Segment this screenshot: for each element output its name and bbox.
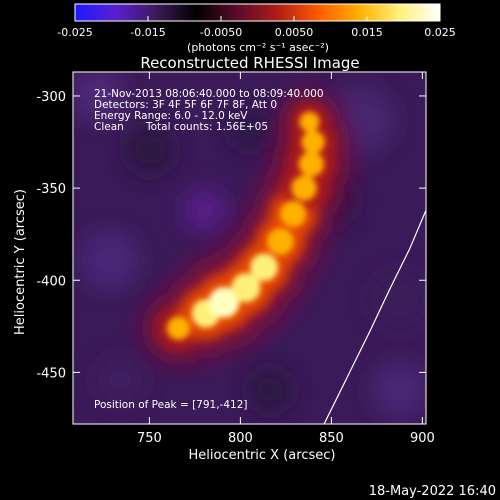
x-axis-ticks: 750 800 850 900 (137, 72, 435, 446)
colorbar-tick-label: 0.025 (424, 26, 456, 39)
peak-position-label: Position of Peak = [791,-412] (94, 399, 248, 411)
emission-core (166, 111, 325, 340)
y-axis-label: Heliocentric Y (arcsec) (13, 189, 28, 335)
background-blob (73, 72, 124, 121)
background-blob (370, 270, 426, 330)
colorbar-tick-marks (74, 16, 441, 21)
x-tick-label: 750 (137, 431, 162, 446)
background-blob (183, 188, 227, 232)
annotation-energy-range: Energy Range: 6.0 - 12.0 keV (94, 110, 248, 122)
solar-limb-line (323, 209, 426, 424)
background-blob (248, 368, 292, 412)
colorbar-unit-label: (photons cm⁻² s⁻¹ asec⁻²) (187, 41, 329, 54)
colorbar-tick-label: 0.0050 (275, 26, 314, 39)
footer-timestamp: 18-May-2022 16:40 (369, 484, 496, 499)
emission-blob (267, 228, 294, 255)
background-blob (126, 126, 174, 174)
annotation-detectors: Detectors: 3F 4F 5F 6F 7F 8F, Att 0 (94, 99, 277, 111)
annotation-total-counts: Total counts: 1.56E+05 (145, 121, 268, 133)
emission-blob (280, 200, 307, 227)
emission-blob (208, 286, 240, 318)
colorbar-tick-labels: -0.025 -0.015 -0.0050 0.0050 0.015 0.025 (57, 26, 455, 39)
x-tick-label: 900 (410, 431, 435, 446)
colorbar-tick-label: 0.015 (351, 26, 383, 39)
background-blob (80, 230, 140, 290)
chart-title: Reconstructed RHESSI Image (140, 54, 359, 72)
emission-blob (166, 316, 191, 340)
y-tick-label: -450 (36, 366, 66, 381)
colorbar-tick-label: -0.015 (130, 26, 165, 39)
x-axis-label: Heliocentric X (arcsec) (189, 448, 336, 463)
x-tick-label: 800 (228, 431, 253, 446)
annotation-clean: Clean (94, 121, 124, 133)
colorbar-tick-label: -0.0050 (200, 26, 242, 39)
colorbar: -0.025 -0.015 -0.0050 0.0050 0.015 0.025 (pho… (57, 3, 456, 54)
plot-frame (72, 71, 427, 425)
annotation-time-range: 21-Nov-2013 08:06:40.000 to 08:09:40.000 (94, 88, 324, 100)
emission-blob (291, 175, 317, 201)
observation-annotations: 21-Nov-2013 08:06:40.000 to 08:09:40.000… (94, 88, 324, 411)
emission-blob (231, 273, 261, 303)
heatmap-image (73, 72, 426, 424)
background-blob (372, 362, 426, 418)
background-blob (230, 110, 270, 150)
colorbar-frame (74, 3, 441, 22)
y-axis-ticks: -300 -350 -400 -450 (36, 90, 426, 381)
emission-blob (301, 130, 325, 154)
y-tick-label: -300 (36, 90, 66, 105)
y-tick-label: -350 (36, 182, 66, 197)
y-tick-label: -400 (36, 274, 66, 289)
x-tick-label: 850 (319, 431, 344, 446)
colorbar-gradient (75, 4, 440, 21)
colorbar-tick-label: -0.025 (57, 26, 92, 39)
background-blob (96, 356, 144, 404)
emission-blob (298, 151, 324, 177)
emission-blob (299, 111, 320, 132)
emission-blob (250, 253, 278, 282)
